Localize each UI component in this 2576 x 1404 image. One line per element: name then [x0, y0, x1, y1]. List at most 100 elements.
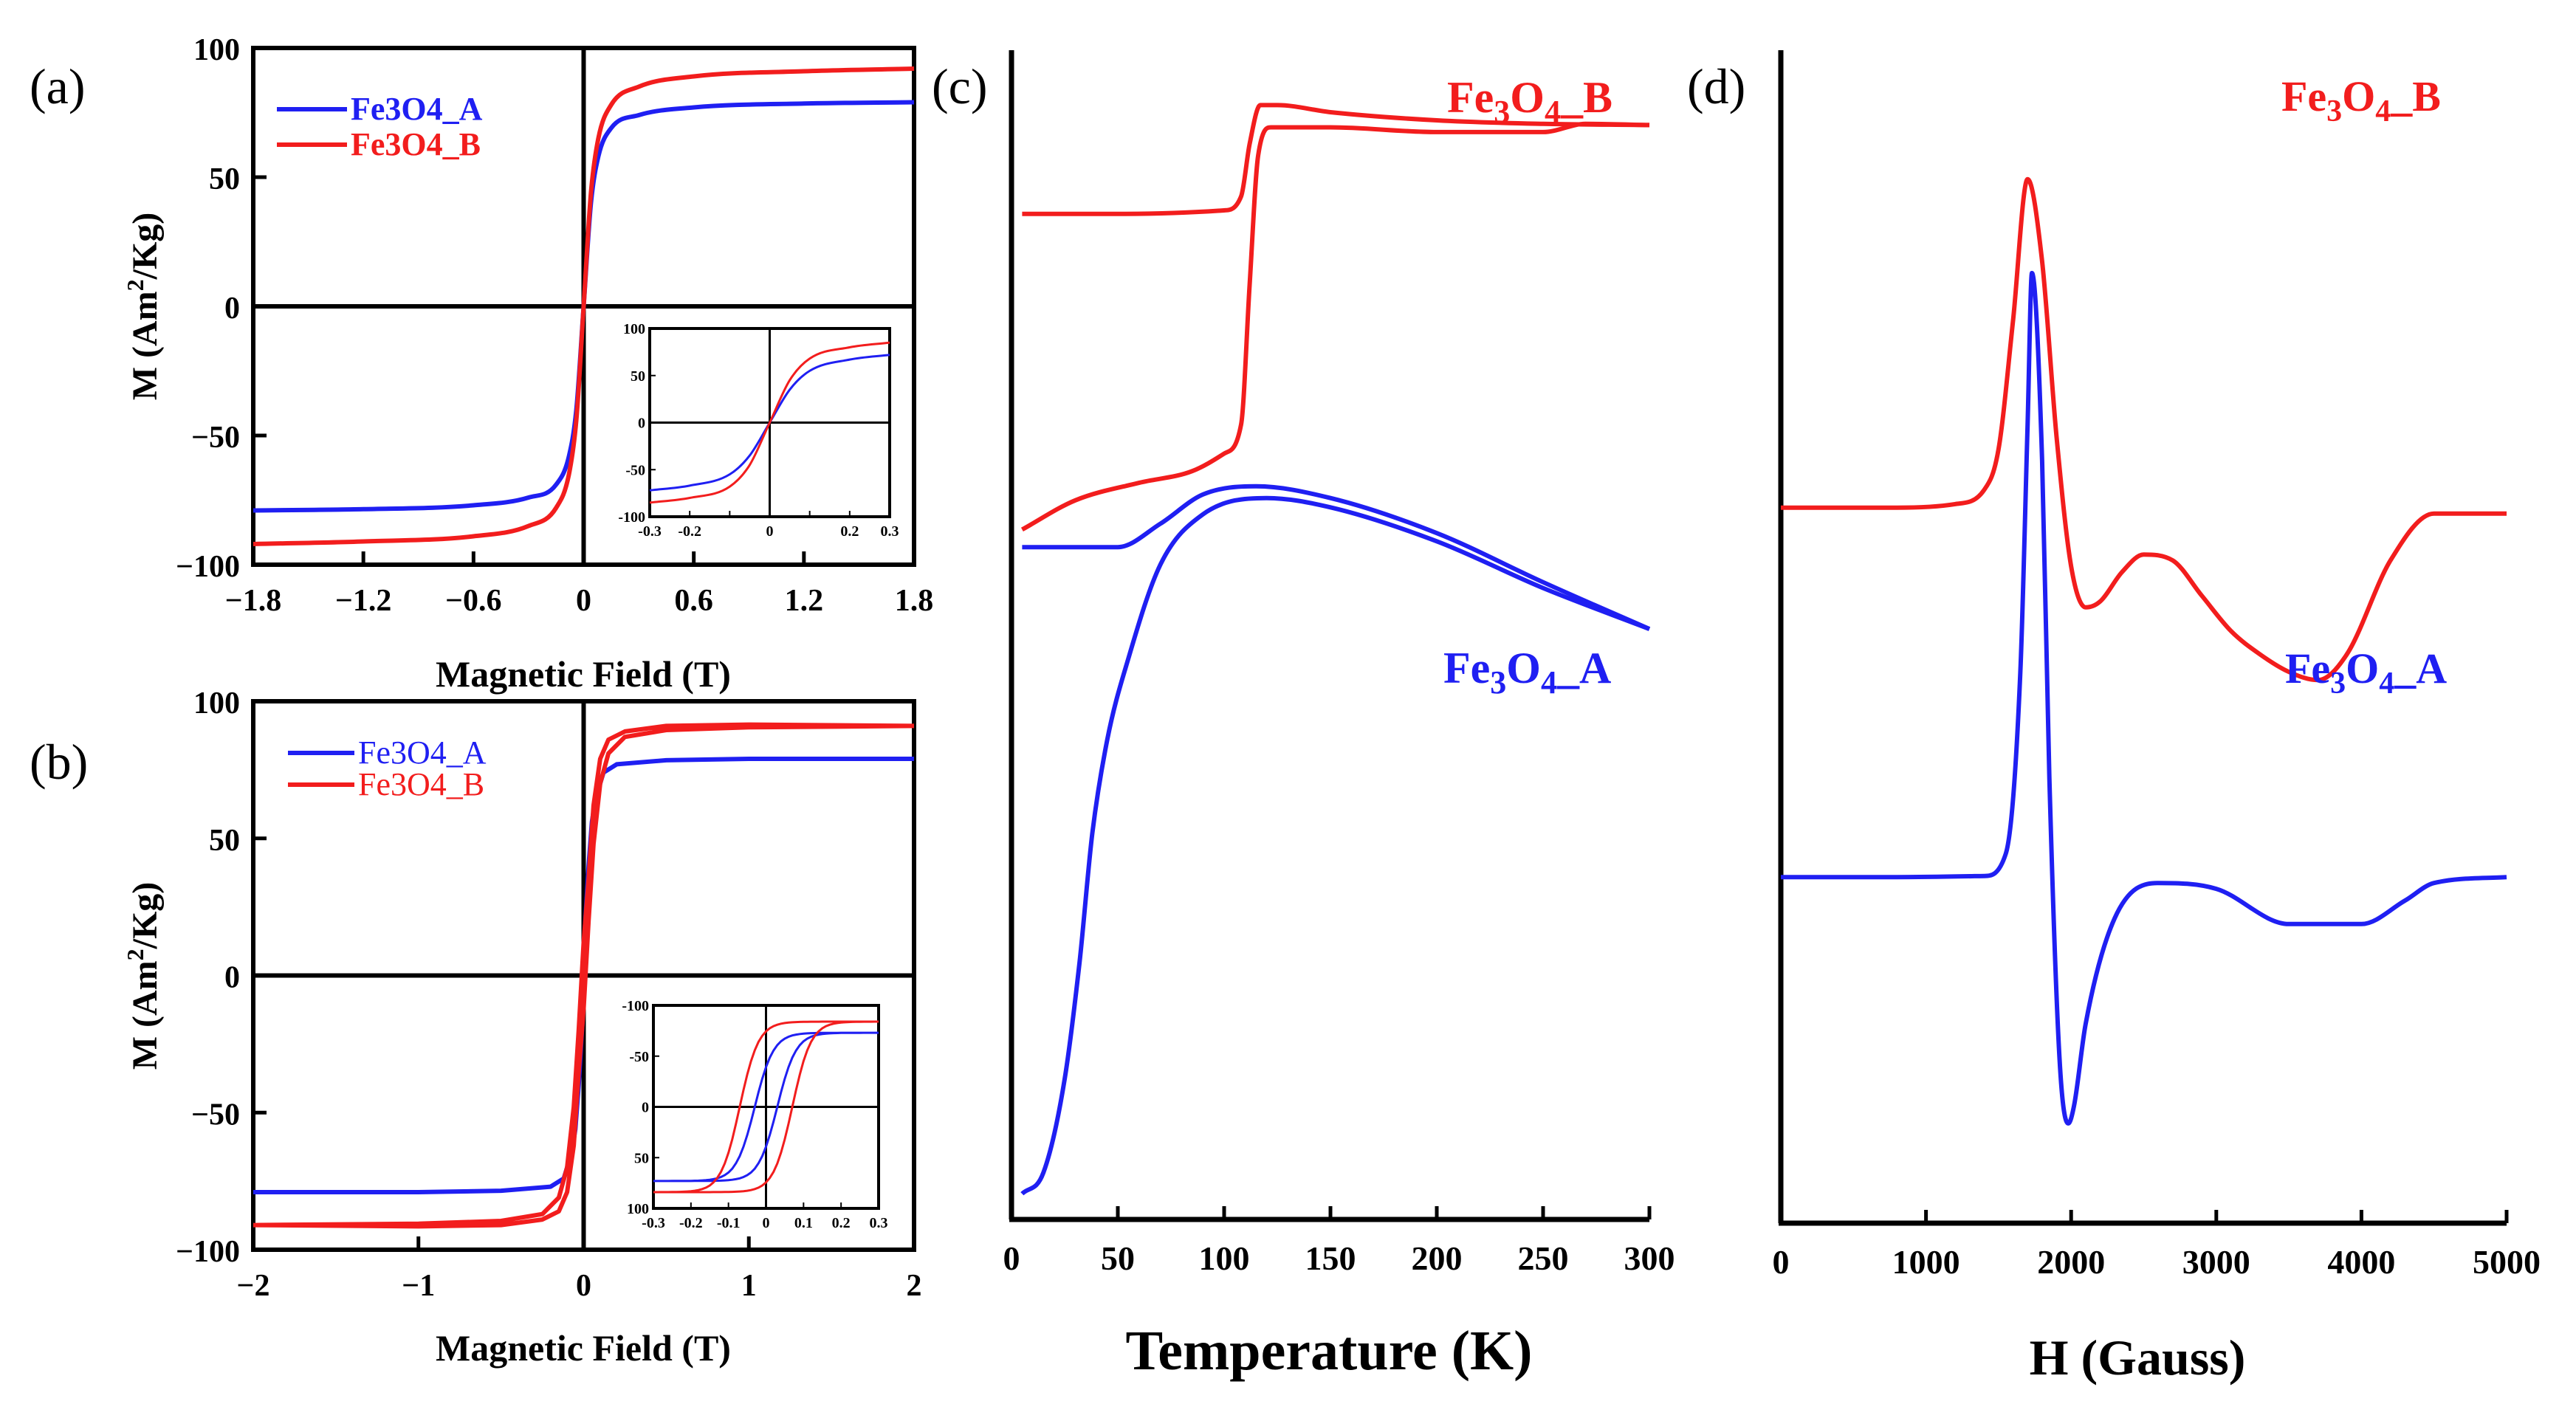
panel-c-x-ticks: 0 50 100 150 200 250 300	[1003, 1206, 1675, 1277]
y-tick-label: 0	[224, 961, 240, 995]
y-tick-label: −50	[191, 421, 240, 455]
series-line-fe3o4-b	[253, 722, 915, 1229]
inset-x-tick-label: 0	[766, 523, 774, 540]
legend-label-fe3o4-b: Fe3O4_B	[351, 126, 481, 162]
x-tick-label: 0	[576, 1269, 591, 1303]
y-tick-label: 0	[224, 292, 240, 326]
x-tick-label: 1	[741, 1269, 757, 1303]
inset-series-line-fe3o4-b	[653, 1020, 879, 1194]
x-tick-label: 100	[1199, 1239, 1250, 1277]
x-tick-label: −1	[402, 1269, 435, 1303]
panel-d-label: (d)	[1687, 58, 1745, 114]
inset-y-tick-label: 0	[642, 1100, 649, 1116]
panel-a-inset: -100 -50 0 50 100 -0.3 -0.2 0 0.2 0.3	[618, 321, 899, 540]
x-tick-label: 0	[1003, 1239, 1020, 1277]
inset-x-tick-label: 0.3	[870, 1215, 888, 1231]
x-tick-label: 3000	[2182, 1243, 2250, 1281]
panel-b: (b) −100 −50 0 50 100 −2 −1 0 1 2 Magnetic Field…	[30, 686, 922, 1369]
panel-a-inset-content: -100 -50 0 50 100 -0.3 -0.2 0 0.2 0.3	[618, 321, 899, 540]
y-tick-label: −100	[176, 1235, 240, 1269]
x-tick-label: −1.8	[225, 584, 281, 618]
x-tick-label: 1.8	[895, 584, 934, 618]
inset-x-tick-label: -0.2	[679, 1215, 703, 1231]
panel-b-legend: Fe3O4_A Fe3O4_B	[288, 734, 487, 802]
inset-y-tick-label: 50	[634, 1150, 649, 1166]
panel-d: (d) 0 1000 2000 3000 4000 5000 H (Gauss) Fe3O…	[1687, 50, 2541, 1386]
legend-label-fe3o4-a: Fe3O4_A	[351, 91, 483, 127]
panel-d-xlabel: H (Gauss)	[2030, 1329, 2246, 1386]
panel-d-x-ticks: 0 1000 2000 3000 4000 5000	[1773, 1210, 2541, 1281]
inset-x-tick-label: 0.3	[881, 523, 899, 540]
x-tick-label: 1.2	[785, 584, 824, 618]
inset-x-tick-label: -0.2	[678, 523, 701, 540]
inset-y-tick-label: -50	[629, 1049, 649, 1065]
series-line-fe3o4-b-fc	[1022, 103, 1650, 216]
x-tick-label: −1.2	[335, 584, 391, 618]
panel-a-xlabel: Magnetic Field (T)	[436, 653, 731, 695]
x-tick-label: 300	[1624, 1239, 1675, 1277]
panel-c: (c) 0 50 100 150 200 250 300 Temperature (K) F…	[932, 50, 1675, 1382]
legend-label-fe3o4-a: Fe3O4_A	[358, 734, 487, 771]
panel-a-legend: Fe3O4_A Fe3O4_B	[277, 91, 483, 162]
x-tick-label: 4000	[2327, 1243, 2395, 1281]
y-tick-label: 50	[209, 824, 240, 858]
y-tick-label: −50	[191, 1098, 240, 1132]
panel-b-series	[253, 722, 915, 1229]
y-tick-label: 100	[193, 33, 240, 67]
panel-b-label: (b)	[30, 734, 88, 790]
x-tick-label: 150	[1305, 1239, 1356, 1277]
inset-x-tick-label: 0.1	[794, 1215, 813, 1231]
x-tick-label: 0	[1773, 1243, 1790, 1281]
inset-x-tick-label: 0.2	[840, 523, 859, 540]
x-tick-label: −0.6	[445, 584, 501, 618]
panel-b-y-ticks: −100 −50 0 50 100	[176, 686, 267, 1269]
panel-d-series	[1780, 176, 2507, 1126]
panel-a-label: (a)	[30, 58, 85, 114]
inset-y-tick-label: 100	[623, 321, 645, 337]
series-line-fe3o4-a-fc	[1022, 484, 1651, 631]
panel-a-series	[253, 66, 915, 546]
y-tick-label: 100	[193, 686, 240, 720]
panel-b-xlabel: Magnetic Field (T)	[436, 1327, 731, 1369]
x-tick-label: 200	[1412, 1239, 1463, 1277]
panel-a: (a) −100 −50 0 50 100 −1.8 −1.2 −0.6 0 0.6 1.2 1.8…	[30, 33, 933, 695]
panel-a-x-ticks: −1.8 −1.2 −0.6 0 0.6 1.2 1.8	[225, 551, 933, 618]
series-line-fe3o4-a	[1781, 270, 2507, 1126]
panel-c-label: (c)	[932, 58, 987, 114]
panel-a-ylabel: M (Am2/Kg)	[122, 213, 165, 401]
y-tick-label: 50	[209, 162, 240, 196]
panel-b-ylabel: M (Am2/Kg)	[122, 882, 165, 1070]
inset-y-tick-label: -50	[625, 462, 645, 478]
x-tick-label: 250	[1518, 1239, 1569, 1277]
y-tick-label: −100	[176, 550, 240, 584]
panel-b-inset: 100 50 0 -50 -100 -0.3 -0.2 -0.1 0 0.1 0.2 0.3	[622, 998, 887, 1231]
inset-x-tick-label: 0.2	[832, 1215, 851, 1231]
inset-x-tick-label: -0.1	[717, 1215, 741, 1231]
inset-y-tick-label: 0	[638, 416, 645, 432]
panel-c-annotation-fe3o4-a: Fe3O4_A	[1443, 644, 1611, 701]
inset-x-tick-label: -0.3	[642, 1215, 665, 1231]
x-tick-label: 2	[907, 1269, 922, 1303]
panel-a-y-ticks: −100 −50 0 50 100	[176, 33, 267, 584]
inset-series-line-fe3o4-a	[653, 1031, 879, 1183]
series-line-fe3o4-b	[253, 66, 915, 546]
panel-c-annotation-fe3o4-b: Fe3O4_B	[1447, 73, 1612, 130]
panel-b-inset-content: 100 50 0 -50 -100 -0.3 -0.2 -0.1 0 0.1 0.2 0.3	[622, 998, 887, 1231]
panel-c-series	[1020, 103, 1651, 1196]
series-line-fe3o4-b-zfc	[1020, 121, 1650, 532]
series-line-fe3o4-b	[1780, 176, 2507, 683]
inset-y-tick-label: 50	[631, 368, 645, 385]
x-tick-label: 50	[1101, 1239, 1135, 1277]
x-tick-label: 0	[576, 584, 591, 618]
inset-y-tick-label: -100	[618, 509, 645, 526]
inset-x-tick-label: 0	[763, 1215, 770, 1231]
panel-c-xlabel: Temperature (K)	[1126, 1320, 1533, 1382]
panel-d-annotation-fe3o4-a: Fe3O4_A	[2285, 644, 2447, 701]
inset-y-tick-label: -100	[622, 998, 649, 1014]
inset-y-tick-label: 100	[627, 1201, 649, 1217]
inset-x-tick-label: -0.3	[638, 523, 662, 540]
inset-series-line-fe3o4-b	[649, 341, 890, 504]
series-line-fe3o4-a-zfc	[1020, 495, 1651, 1196]
x-tick-label: 5000	[2473, 1243, 2541, 1281]
